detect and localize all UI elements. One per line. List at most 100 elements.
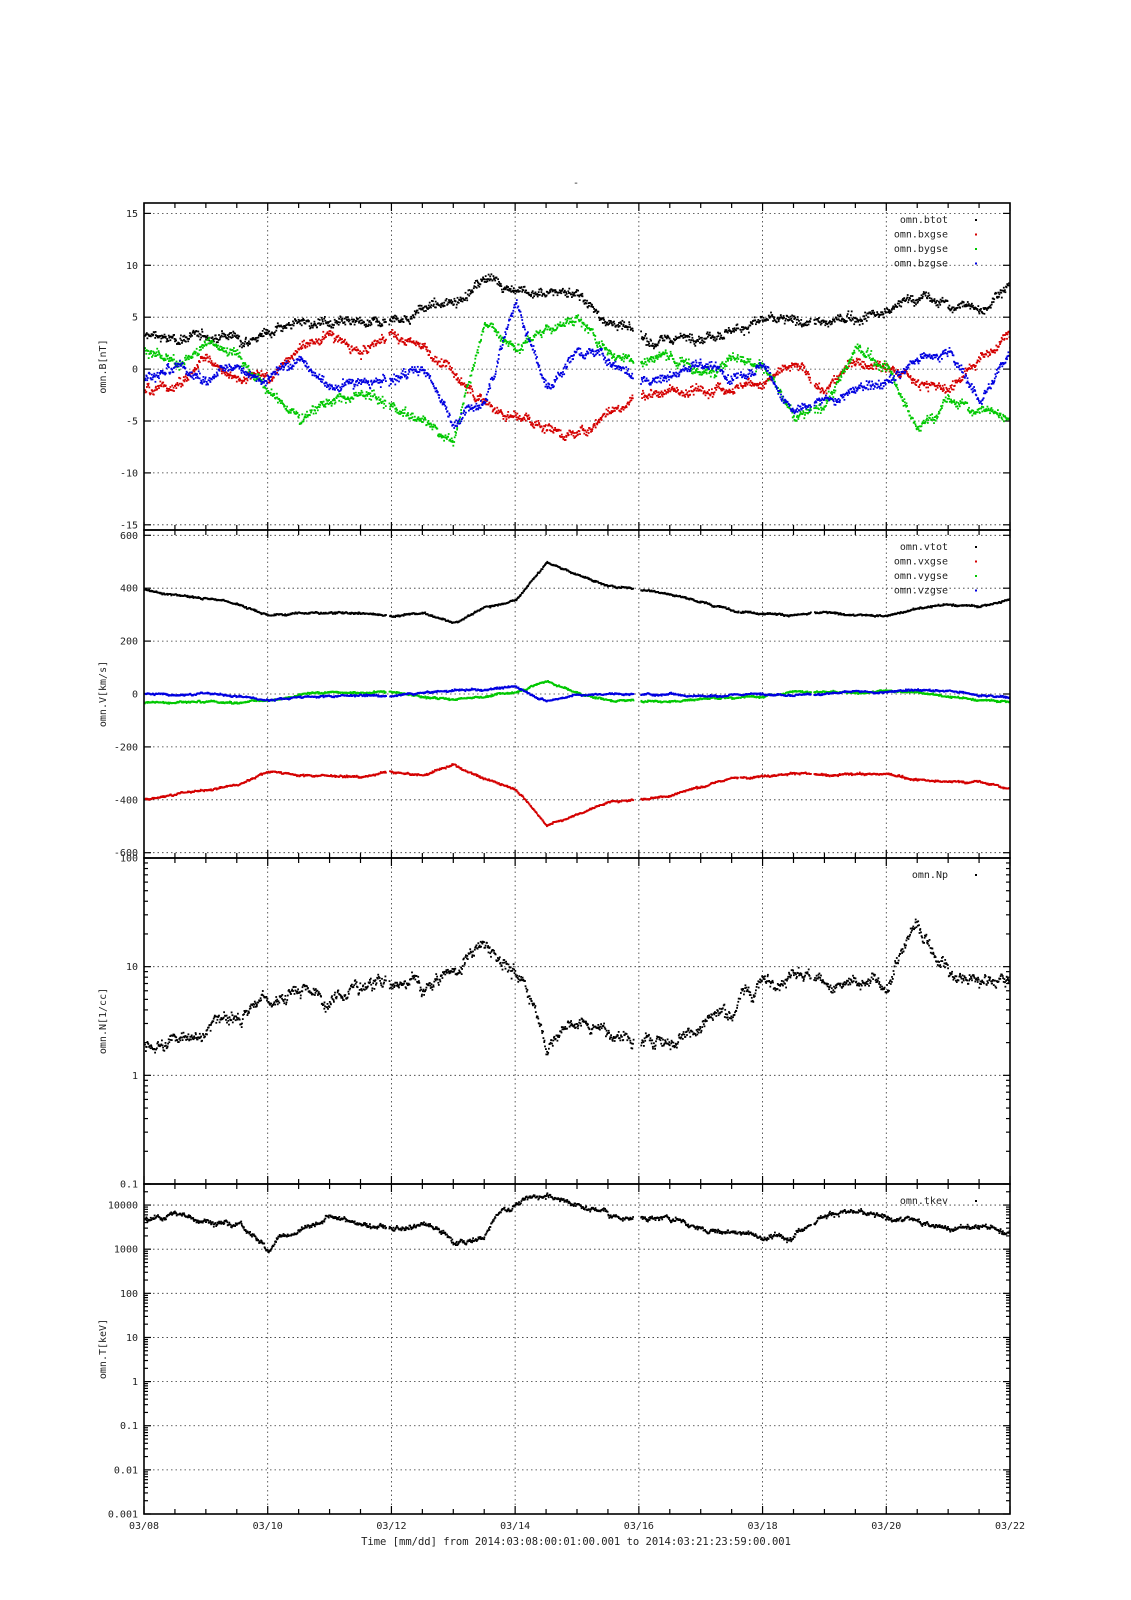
data-point <box>361 391 364 394</box>
data-point <box>459 296 462 299</box>
data-point <box>741 386 744 389</box>
data-point <box>242 379 244 382</box>
data-point <box>355 381 357 383</box>
data-point <box>211 341 214 343</box>
data-point <box>255 376 257 379</box>
data-point <box>780 367 782 370</box>
data-point <box>516 418 518 421</box>
data-point <box>535 423 538 426</box>
data-point <box>940 299 943 302</box>
data-point <box>668 341 671 344</box>
data-point <box>391 405 394 408</box>
data-point <box>751 321 753 324</box>
data-point <box>551 426 554 429</box>
data-point <box>237 337 240 340</box>
data-point <box>1003 337 1006 340</box>
data-point <box>341 385 343 388</box>
data-point <box>480 278 482 281</box>
data-point <box>326 332 328 335</box>
data-point <box>801 369 804 372</box>
data-point <box>326 324 329 327</box>
data-point <box>375 396 377 398</box>
data-point <box>348 399 351 402</box>
data-point <box>822 321 825 324</box>
data-point <box>283 403 285 406</box>
data-point <box>446 438 448 440</box>
data-point <box>236 337 238 339</box>
data-point <box>194 351 197 354</box>
data-point <box>600 318 603 321</box>
data-point <box>690 339 692 341</box>
data-point <box>264 380 267 382</box>
data-point <box>188 374 191 376</box>
data-point <box>248 374 250 377</box>
data-point <box>962 376 965 379</box>
data-point <box>323 404 326 406</box>
data-point <box>592 306 595 308</box>
data-point <box>339 337 341 339</box>
data-point <box>904 404 907 406</box>
data-point <box>241 346 243 349</box>
data-point <box>390 316 393 318</box>
data-point <box>933 298 936 300</box>
data-point <box>891 367 894 369</box>
data-point <box>370 323 373 326</box>
data-point <box>221 349 224 351</box>
data-point <box>617 324 620 326</box>
data-point <box>797 416 800 418</box>
data-point <box>899 393 902 395</box>
data-point <box>168 357 171 360</box>
data-point <box>317 318 320 321</box>
data-point <box>893 308 895 310</box>
data-point <box>155 355 158 357</box>
data-point <box>784 364 786 367</box>
data-point <box>712 338 715 341</box>
data-point <box>616 329 619 332</box>
data-point <box>563 291 566 294</box>
data-point <box>657 340 660 343</box>
data-point <box>670 341 673 344</box>
data-point <box>291 357 294 360</box>
data-point <box>404 342 406 344</box>
data-point <box>443 439 445 442</box>
data-point <box>597 310 600 313</box>
data-point <box>285 327 288 329</box>
data-point <box>337 323 340 326</box>
data-point <box>681 356 683 359</box>
data-point <box>965 368 968 371</box>
data-point <box>436 363 439 366</box>
data-point <box>262 378 265 380</box>
data-point <box>213 373 216 376</box>
data-point <box>643 337 646 340</box>
data-point <box>960 401 963 404</box>
data-point <box>500 409 502 411</box>
data-point <box>807 371 809 373</box>
data-point <box>597 420 599 423</box>
data-point <box>156 335 159 337</box>
data-point <box>997 409 999 411</box>
data-point <box>230 352 233 355</box>
data-point <box>607 406 610 409</box>
data-point <box>846 315 848 317</box>
data-point <box>918 299 921 302</box>
data-point <box>359 350 361 353</box>
data-point <box>979 358 982 361</box>
data-point <box>861 360 864 363</box>
data-point <box>839 313 842 316</box>
data-point <box>938 410 940 413</box>
data-point <box>825 404 827 407</box>
data-point <box>971 367 973 369</box>
data-point <box>912 299 914 301</box>
data-point <box>565 321 568 323</box>
data-point <box>417 304 420 307</box>
data-point <box>893 371 896 373</box>
data-point <box>778 371 781 374</box>
data-point <box>626 356 629 359</box>
data-point <box>941 390 944 392</box>
data-point <box>154 375 156 378</box>
data-point <box>512 289 514 292</box>
data-point <box>276 396 279 399</box>
data-point <box>242 362 245 364</box>
data-point <box>271 372 274 375</box>
data-point <box>560 292 563 295</box>
